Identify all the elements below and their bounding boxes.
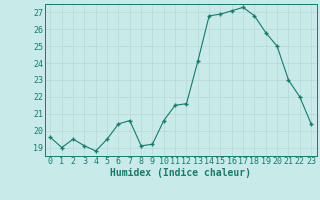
X-axis label: Humidex (Indice chaleur): Humidex (Indice chaleur) [110,168,251,178]
